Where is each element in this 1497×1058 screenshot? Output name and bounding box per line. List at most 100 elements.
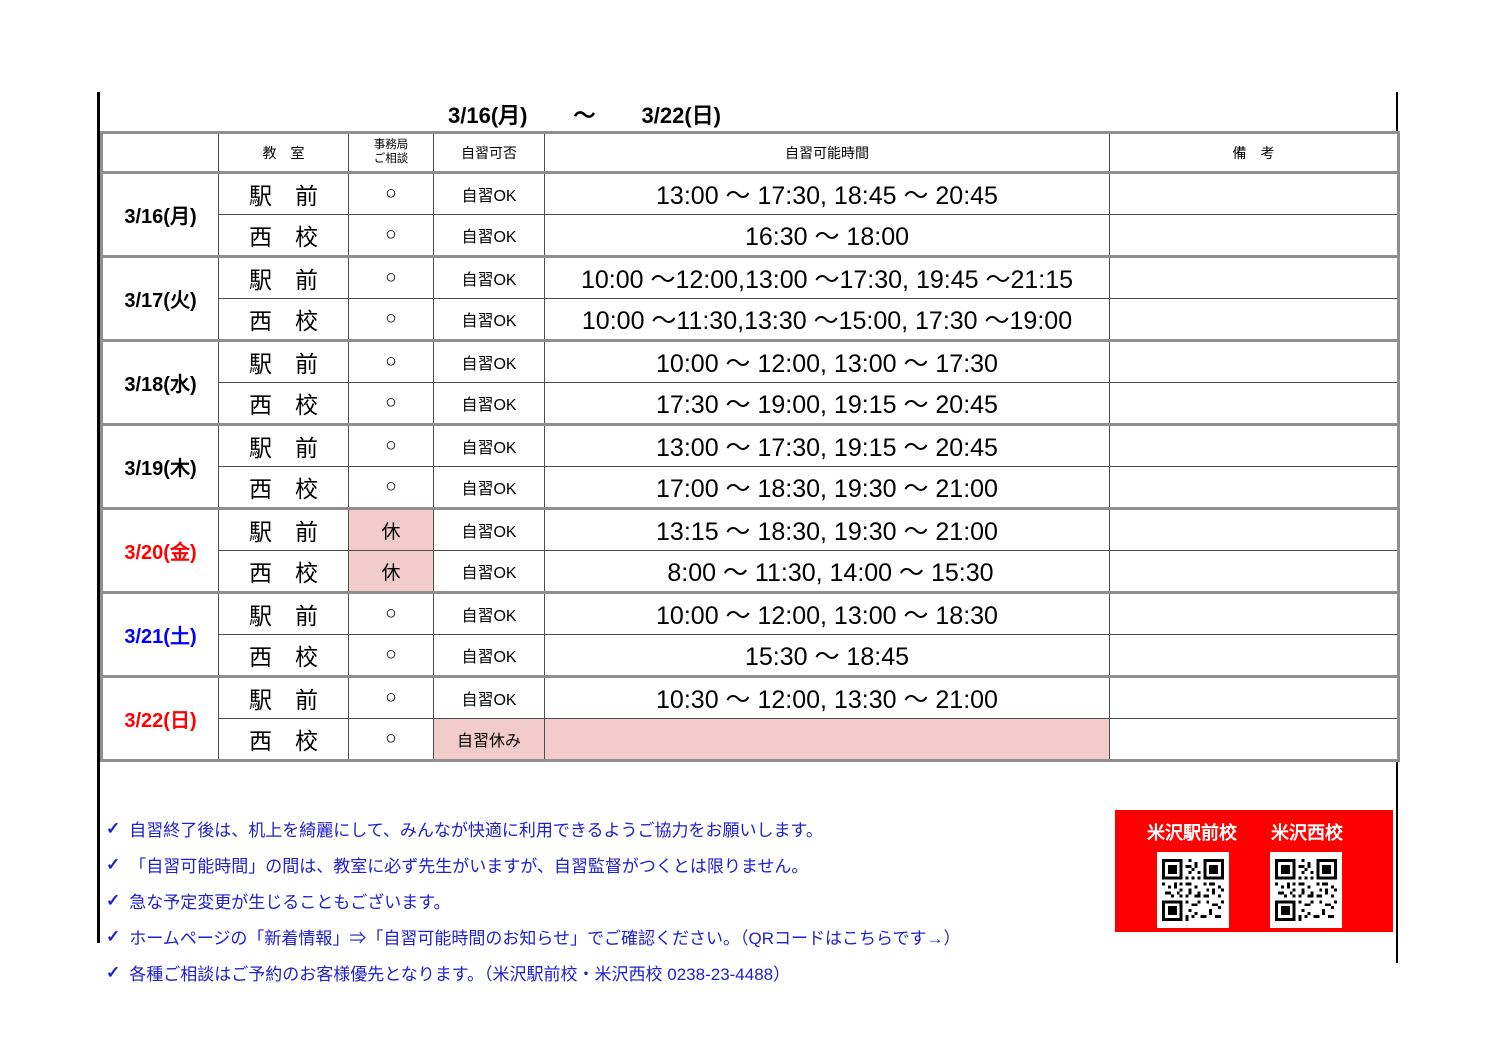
study-status-cell: 自習OK — [433, 466, 545, 509]
remarks-cell — [1109, 550, 1399, 593]
check-icon: ✓ — [106, 962, 121, 982]
check-icon: ✓ — [106, 926, 121, 946]
office-status-cell: 休 — [348, 550, 434, 593]
classroom-cell: 西 校 — [218, 214, 349, 257]
table-row: 西 校 ○ 自習OK 17:00 ～ 18:30, 19:30 ～ 21:00 — [102, 466, 1399, 509]
note-line: ✓ 「自習可能時間」の間は、教室に必ず先生がいますが、自習監督がつくとは限りませ… — [106, 852, 961, 877]
note-text: 各種ご相談はご予約のお客様優先となります。（米沢駅前校・米沢西校 0238-23… — [129, 965, 791, 984]
study-status-cell: 自習OK — [433, 675, 545, 719]
office-status-cell: ○ — [348, 171, 434, 215]
table-row: 3/19(木) 駅 前 ○ 自習OK 13:00 ～ 17:30, 19:15 … — [101, 423, 1399, 509]
note-line: ✓ 各種ご相談はご予約のお客様優先となります。（米沢駅前校・米沢西校 0238-… — [106, 960, 961, 985]
table-row: 3/17(火) 駅 前 ○ 自習OK 10:00 ～12:00,13:00 ～1… — [101, 255, 1399, 341]
hours-cell: 13:00 ～ 17:30, 19:15 ～ 20:45 — [544, 423, 1110, 467]
header-date — [101, 132, 219, 174]
header-office-line1: 事務局 — [373, 138, 409, 151]
study-status-cell: 自習OK — [433, 423, 545, 467]
remarks-cell — [1109, 591, 1399, 635]
classroom-cell: 駅 前 — [218, 507, 349, 551]
remarks-cell — [1109, 675, 1399, 719]
tilde-separator: ～ — [573, 103, 596, 128]
study-status-cell: 自習OK — [433, 214, 545, 257]
table-row: 西 校 ○ 自習休み — [102, 718, 1399, 761]
header-remarks: 備 考 — [1109, 132, 1399, 174]
office-status-cell: ○ — [348, 382, 434, 425]
check-icon: ✓ — [106, 854, 121, 874]
classroom-cell: 西 校 — [218, 466, 349, 509]
remarks-cell — [1109, 255, 1399, 299]
office-status-cell: ○ — [348, 214, 434, 257]
study-status-cell: 自習OK — [433, 298, 545, 341]
note-text: 自習終了後は、机上を綺麗にして、みんなが快適に利用できるようご協力をお願いします… — [129, 821, 823, 840]
hours-cell: 10:00 ～ 12:00, 13:00 ～ 18:30 — [544, 591, 1110, 635]
classroom-cell: 駅 前 — [218, 339, 349, 383]
header-study: 自習可否 — [433, 132, 545, 174]
table-row: 3/21(土) 駅 前 ○ 自習OK 10:00 ～ 12:00, 13:00 … — [101, 591, 1399, 677]
hours-cell: 10:00 ～12:00,13:00 ～17:30, 19:45 ～21:15 — [544, 255, 1110, 299]
study-status-cell: 自習OK — [433, 634, 545, 677]
hours-cell: 10:30 ～ 12:00, 13:30 ～ 21:00 — [544, 675, 1110, 719]
study-status-cell: 自習OK — [433, 171, 545, 215]
remarks-cell — [1109, 382, 1399, 425]
study-status-cell: 自習OK — [433, 591, 545, 635]
qr-code-ekimae — [1157, 852, 1229, 928]
table-row: 3/18(水) 駅 前 ○ 自習OK 10:00 ～ 12:00, 13:00 … — [101, 339, 1399, 425]
note-text: ホームページの「新着情報」⇒「自習可能時間のお知らせ」でご確認ください。（QRコ… — [129, 929, 961, 948]
office-status-cell: 休 — [348, 507, 434, 551]
remarks-cell — [1109, 214, 1399, 257]
table-row: 西 校 ○ 自習OK 16:30 ～ 18:00 — [102, 214, 1399, 257]
classroom-cell: 駅 前 — [218, 171, 349, 215]
classroom-cell: 西 校 — [218, 382, 349, 425]
table-row: 西 校 ○ 自習OK 10:00 ～11:30,13:30 ～15:00, 17… — [102, 298, 1399, 341]
schedule-table: 教 室 事務局 ご相談 自習可否 自習可能時間 備 考 3/16(月) 駅 前 ○… — [100, 131, 1400, 762]
study-status-cell: 自習OK — [433, 507, 545, 551]
qr-label-ekimae: 米沢駅前校 — [1147, 823, 1237, 843]
classroom-cell: 駅 前 — [218, 255, 349, 299]
hours-cell — [544, 718, 1110, 761]
office-status-cell: ○ — [348, 634, 434, 677]
page-title: 3/16(月) ～ 3/22(日) — [448, 98, 721, 130]
remarks-cell — [1109, 423, 1399, 467]
date-cell: 3/16(月) — [101, 171, 219, 257]
header-office-line2: ご相談 — [373, 152, 409, 165]
date-cell: 3/21(土) — [101, 591, 219, 677]
remarks-cell — [1109, 298, 1399, 341]
remarks-cell — [1109, 634, 1399, 677]
note-line: ✓ 自習終了後は、机上を綺麗にして、みんなが快適に利用できるようご協力をお願いし… — [106, 816, 961, 841]
date-cell: 3/19(木) — [101, 423, 219, 509]
office-status-cell: ○ — [348, 423, 434, 467]
note-line: ✓ ホームページの「新着情報」⇒「自習可能時間のお知らせ」でご確認ください。（Q… — [106, 924, 961, 949]
date-cell: 3/20(金) — [101, 507, 219, 593]
hours-cell: 10:00 ～ 12:00, 13:00 ～ 17:30 — [544, 339, 1110, 383]
check-icon: ✓ — [106, 890, 121, 910]
table-row: 3/20(金) 駅 前 休 自習OK 13:15 ～ 18:30, 19:30 … — [101, 507, 1399, 593]
header-hours: 自習可能時間 — [544, 132, 1110, 174]
note-text: 「自習可能時間」の間は、教室に必ず先生がいますが、自習監督がつくとは限りません。 — [129, 857, 809, 876]
hours-cell: 8:00 ～ 11:30, 14:00 ～ 15:30 — [544, 550, 1110, 593]
hours-cell: 17:00 ～ 18:30, 19:30 ～ 21:00 — [544, 466, 1110, 509]
office-status-cell: ○ — [348, 718, 434, 761]
classroom-cell: 西 校 — [218, 298, 349, 341]
date-cell: 3/17(火) — [101, 255, 219, 341]
study-status-cell: 自習OK — [433, 382, 545, 425]
table-row: 3/16(月) 駅 前 ○ 自習OK 13:00 ～ 17:30, 18:45 … — [101, 171, 1399, 257]
office-status-cell: ○ — [348, 339, 434, 383]
check-icon: ✓ — [106, 818, 121, 838]
notes-section: ✓ 自習終了後は、机上を綺麗にして、みんなが快適に利用できるようご協力をお願いし… — [106, 816, 961, 985]
study-status-cell: 自習OK — [433, 339, 545, 383]
header-office: 事務局 ご相談 — [348, 132, 434, 174]
hours-cell: 13:15 ～ 18:30, 19:30 ～ 21:00 — [544, 507, 1110, 551]
qr-panel: 米沢駅前校 米沢西校 — [1115, 810, 1393, 932]
hours-cell: 16:30 ～ 18:00 — [544, 214, 1110, 257]
date-cell: 3/18(水) — [101, 339, 219, 425]
classroom-cell: 駅 前 — [218, 591, 349, 635]
office-status-cell: ○ — [348, 591, 434, 635]
left-margin-line — [97, 92, 100, 943]
remarks-cell — [1109, 718, 1399, 761]
header-classroom: 教 室 — [218, 132, 349, 174]
classroom-cell: 駅 前 — [218, 423, 349, 467]
table-header-row: 教 室 事務局 ご相談 自習可否 自習可能時間 備 考 — [101, 132, 1399, 174]
study-status-cell: 自習OK — [433, 550, 545, 593]
qr-label-nishi: 米沢西校 — [1271, 823, 1343, 843]
